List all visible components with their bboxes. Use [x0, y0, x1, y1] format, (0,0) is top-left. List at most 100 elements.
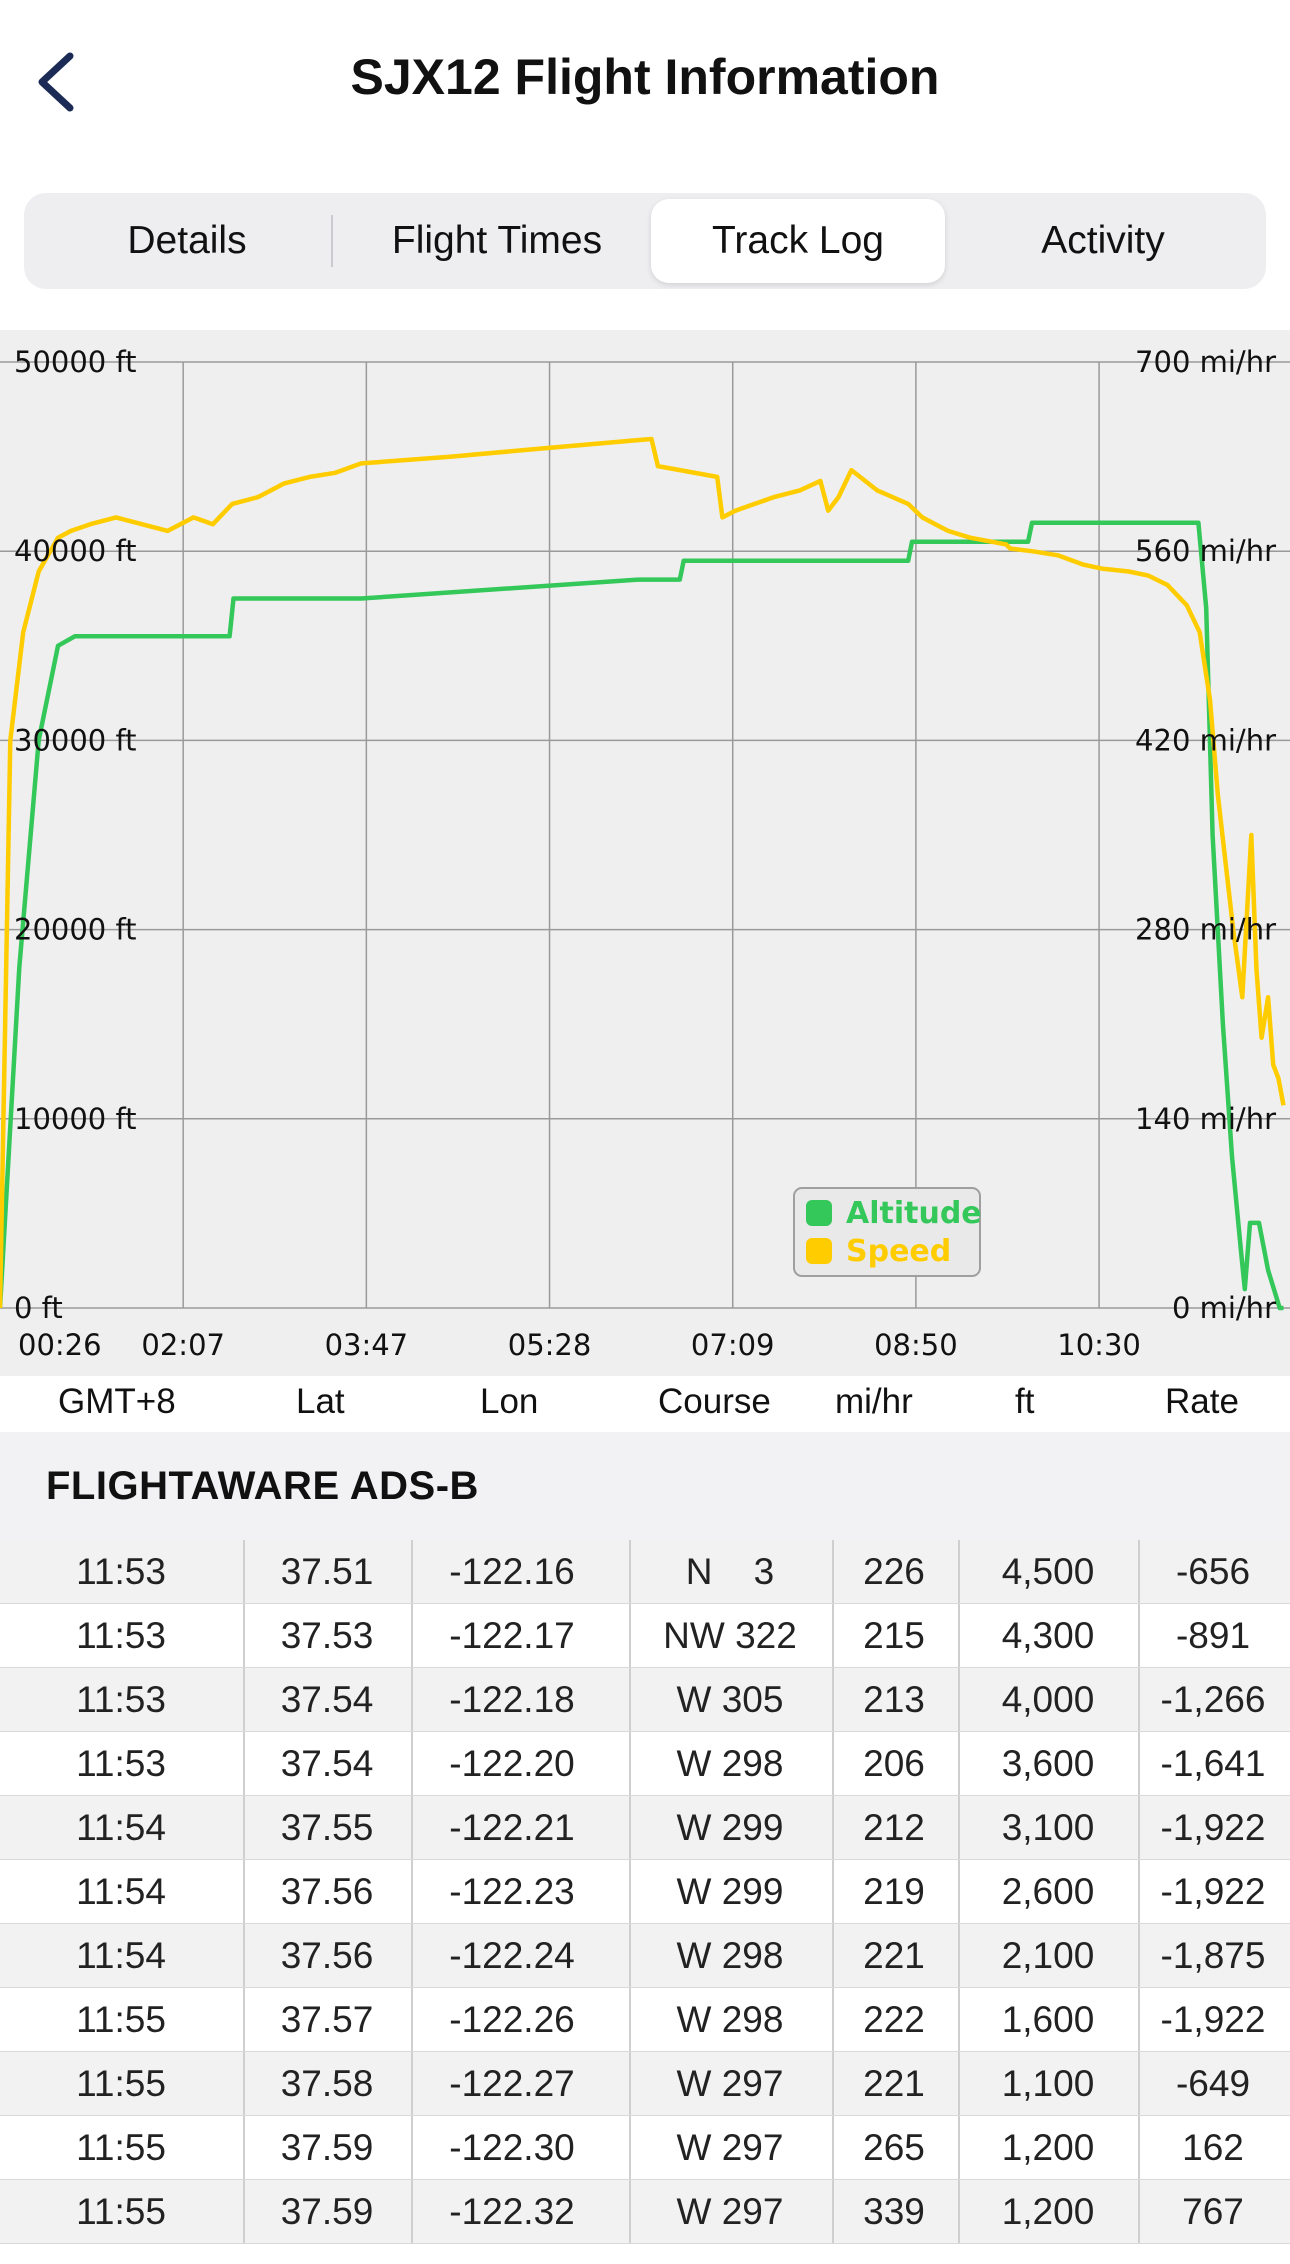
table-column-header: GMT+8 Lat Lon Course mi/hr ft Rate	[0, 1376, 1290, 1432]
table-column-divider	[629, 1732, 631, 1795]
table-column-divider	[629, 1668, 631, 1731]
table-cell: 11:54	[76, 1935, 166, 1976]
table-cell: 37.59	[280, 2127, 374, 2168]
table-column-divider	[1138, 2052, 1140, 2115]
table-cell: 37.55	[280, 1807, 374, 1848]
table-column-divider	[958, 1860, 960, 1923]
table-cell: 2,100	[1001, 1935, 1095, 1976]
table-column-divider	[832, 2052, 834, 2115]
header: SJX12 Flight Information	[0, 0, 1290, 175]
table-column-divider	[629, 2180, 631, 2243]
tab-details[interactable]: Details	[127, 219, 247, 262]
table-column-divider	[958, 1668, 960, 1731]
table-cell: 4,300	[1001, 1615, 1095, 1656]
table-column-divider	[243, 2116, 245, 2179]
table-cell: 226	[863, 1551, 925, 1592]
table-cell: 37.54	[280, 1743, 374, 1784]
col-altitude: ft	[1015, 1382, 1035, 1421]
table-cell: -1,266	[1160, 1679, 1266, 1720]
table-cell: 3,100	[1001, 1807, 1095, 1848]
table-cell: 11:53	[76, 1551, 166, 1592]
table-column-divider	[243, 1924, 245, 1987]
table-column-divider	[243, 1604, 245, 1667]
table-column-divider	[958, 1540, 960, 1603]
x-axis-tick-label: 03:47	[325, 1328, 409, 1362]
table-column-divider	[411, 1732, 413, 1795]
table-cell: 221	[863, 1935, 925, 1976]
table-cell: 37.51	[280, 1551, 374, 1592]
table-cell: 1,200	[1001, 2191, 1095, 2232]
table-column-divider	[958, 1732, 960, 1795]
left-axis-tick-label: 20000 ft	[14, 913, 137, 947]
table-cell: 162	[1182, 2127, 1244, 2168]
table-column-divider	[958, 1924, 960, 1987]
table-column-divider	[832, 1540, 834, 1603]
table-cell: 37.56	[280, 1935, 374, 1976]
table-column-divider	[1138, 1540, 1140, 1603]
table-column-divider	[243, 1860, 245, 1923]
right-axis-tick-label: 140 mi/hr	[1135, 1102, 1276, 1136]
x-axis-tick-label: 02:07	[141, 1328, 225, 1362]
left-axis-tick-label: 50000 ft	[14, 345, 137, 379]
tab-activity[interactable]: Activity	[1041, 219, 1165, 262]
table-column-divider	[411, 2180, 413, 2243]
table-cell: 11:53	[76, 1615, 166, 1656]
table-column-divider	[1138, 2116, 1140, 2179]
table-column-divider	[243, 1988, 245, 2051]
table-column-divider	[832, 1604, 834, 1667]
table-column-divider	[411, 1988, 413, 2051]
table-row: 11:55 37.59 -122.32 W 297 339 1,200 767	[0, 2180, 1290, 2244]
table-cell: 11:54	[76, 1807, 166, 1848]
table-cell: 1,600	[1001, 1999, 1095, 2040]
table-cell: W 297	[676, 2063, 784, 2104]
chart-legend	[793, 1187, 981, 1277]
col-speed: mi/hr	[835, 1382, 913, 1421]
x-axis-tick-label: 08:50	[874, 1328, 958, 1362]
table-column-divider	[243, 1540, 245, 1603]
table-row: 11:54 37.55 -122.21 W 299 212 3,100 -1,922	[0, 1796, 1290, 1860]
back-button[interactable]	[26, 42, 86, 122]
table-cell: -1,922	[1160, 1999, 1266, 2040]
table-column-divider	[832, 1924, 834, 1987]
table-column-divider	[832, 1668, 834, 1731]
right-axis-tick-label: 280 mi/hr	[1135, 913, 1276, 947]
table-row: 11:55 37.58 -122.27 W 297 221 1,100 -649	[0, 2052, 1290, 2116]
tab-divider	[331, 215, 333, 267]
table-column-divider	[958, 2180, 960, 2243]
section-title: FLIGHTAWARE ADS-B	[46, 1464, 479, 1508]
legend-label-altitude: Altitude	[846, 1196, 982, 1231]
table-row: 11:53 37.54 -122.18 W 305 213 4,000 -1,266	[0, 1668, 1290, 1732]
table-cell: W 298	[676, 1935, 784, 1976]
table-cell: 1,200	[1001, 2127, 1095, 2168]
section-header: FLIGHTAWARE ADS-B	[0, 1432, 1290, 1540]
table-cell: -122.23	[449, 1871, 575, 1912]
table-column-divider	[243, 2180, 245, 2243]
tab-track-log[interactable]: Track Log	[651, 199, 945, 283]
table-cell: -1,922	[1160, 1871, 1266, 1912]
col-course: Course	[658, 1382, 771, 1421]
table-cell: -122.21	[449, 1807, 575, 1848]
x-axis-tick-label: 07:09	[691, 1328, 775, 1362]
table-cell: -1,922	[1160, 1807, 1266, 1848]
table-cell: 2,600	[1001, 1871, 1095, 1912]
table-column-divider	[243, 2052, 245, 2115]
tab-flight-times[interactable]: Flight Times	[391, 219, 603, 262]
chevron-left-icon	[38, 52, 74, 112]
legend-label-speed: Speed	[846, 1234, 951, 1269]
table-cell: 11:53	[76, 1743, 166, 1784]
table-column-divider	[832, 1860, 834, 1923]
table-cell: 11:55	[76, 2127, 166, 2168]
table-column-divider	[629, 1604, 631, 1667]
table-cell: 37.59	[280, 2191, 374, 2232]
table-cell: 37.53	[280, 1615, 374, 1656]
table-column-divider	[411, 1668, 413, 1731]
table-cell: -122.30	[449, 2127, 575, 2168]
table-cell: 215	[863, 1615, 925, 1656]
left-axis-tick-label: 10000 ft	[14, 1102, 137, 1136]
table-column-divider	[411, 1604, 413, 1667]
tab-bar: Details Flight Times Track Log Activity	[24, 193, 1266, 289]
table-cell: 11:55	[76, 2063, 166, 2104]
table-cell: -122.26	[449, 1999, 575, 2040]
table-cell: -891	[1175, 1615, 1251, 1656]
table-cell: W 297	[676, 2127, 784, 2168]
